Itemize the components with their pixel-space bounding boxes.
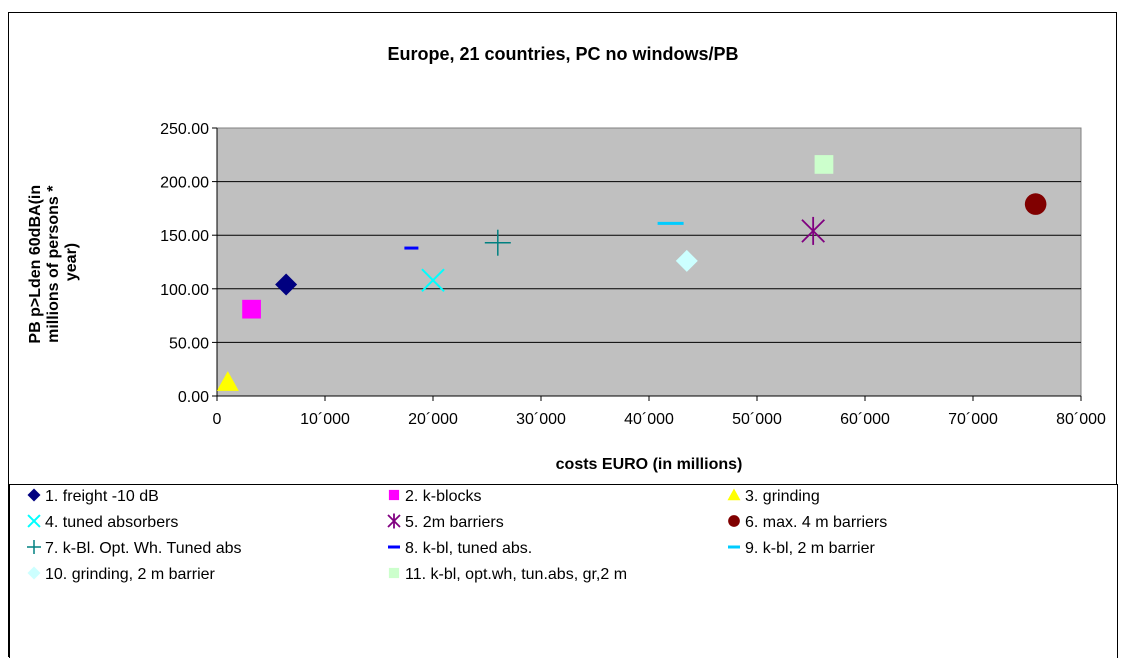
x-tick-label: 0 [213, 411, 222, 428]
legend-label-1: 1. freight -10 dB [45, 488, 159, 505]
chart-frame: Europe, 21 countries, PC no windows/PB 0… [8, 12, 1117, 657]
y-tick-label: 150.00 [160, 228, 209, 245]
legend-label-8: 8. k-bl, tuned abs. [405, 540, 532, 557]
data-point-series-6 [1025, 193, 1047, 215]
x-tick-label: 30´000 [516, 411, 566, 428]
y-axis-title-line-2: millions of persons * [45, 185, 62, 343]
x-tick-label: 10´000 [300, 411, 350, 428]
plot-area [217, 128, 1081, 396]
x-tick-label: 20´000 [408, 411, 458, 428]
y-tick-label: 100.00 [160, 282, 209, 299]
y-tick-label: 250.00 [160, 121, 209, 138]
legend-marker-6 [728, 515, 740, 527]
y-tick-label: 0.00 [178, 389, 209, 406]
legend-label-7: 7. k-Bl. Opt. Wh. Tuned abs [45, 540, 242, 557]
y-axis-title: PB p>Lden 60dBA(in millions of persons *… [27, 180, 80, 343]
x-tick-label: 50´000 [732, 411, 782, 428]
x-axis-title: costs EURO (in millions) [556, 456, 743, 473]
y-tick-label: 50.00 [169, 335, 209, 352]
legend-label-10: 10. grinding, 2 m barrier [45, 566, 216, 583]
legend-marker-11 [389, 568, 399, 578]
legend-label-11: 11. k-bl, opt.wh, tun.abs, gr,2 m [405, 566, 627, 583]
legend-marker-2 [389, 490, 399, 500]
legend-label-4: 4. tuned absorbers [45, 514, 178, 531]
x-tick-label: 40´000 [624, 411, 674, 428]
legend-label-6: 6. max. 4 m barriers [745, 514, 887, 531]
x-tick-label: 70´000 [948, 411, 998, 428]
y-axis-title-line-1: PB p>Lden 60dBA(in [27, 185, 44, 344]
legend-label-2: 2. k-blocks [405, 488, 481, 505]
legend-label-5: 5. 2m barriers [405, 514, 504, 531]
legend-label-9: 9. k-bl, 2 m barrier [745, 540, 875, 557]
y-tick-label: 200.00 [160, 175, 209, 192]
x-tick-label: 80´000 [1056, 411, 1106, 428]
x-tick-label: 60´000 [840, 411, 890, 428]
x-axis-ticks: 0 10´000 20´000 30´000 40´000 50´000 60´000 70´… [213, 396, 1106, 428]
y-axis-title-line-3: year) [63, 243, 80, 281]
data-point-series-2 [242, 300, 261, 319]
legend-label-3: 3. grinding [745, 488, 820, 505]
chart-title: Europe, 21 countries, PC no windows/PB [387, 44, 738, 64]
data-point-series-11 [815, 155, 834, 174]
chart: Europe, 21 countries, PC no windows/PB 0… [9, 13, 1118, 658]
